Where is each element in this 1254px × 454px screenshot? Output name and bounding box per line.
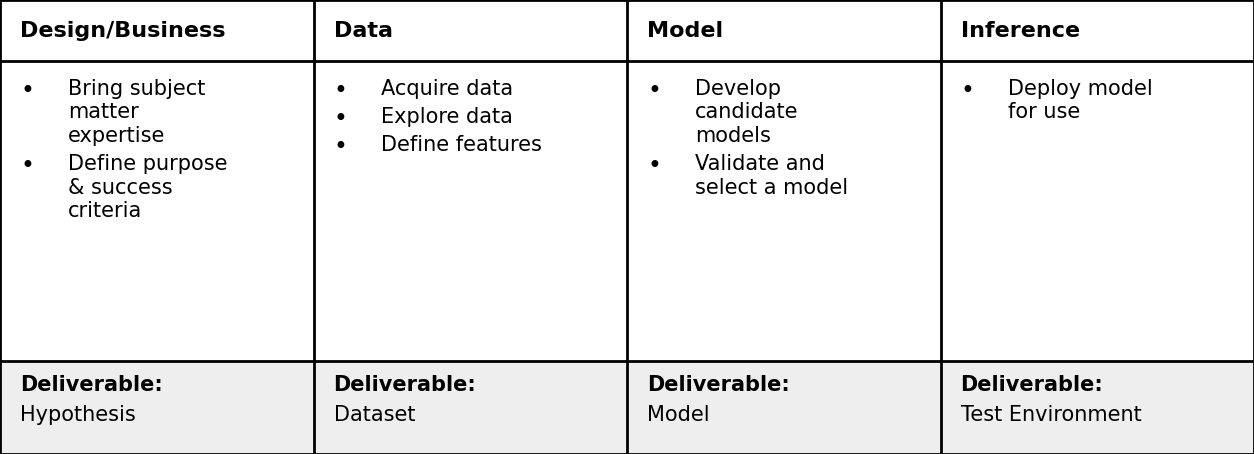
Text: Test Environment: Test Environment — [961, 405, 1141, 425]
Text: Design/Business: Design/Business — [20, 20, 226, 41]
Text: candidate: candidate — [695, 102, 799, 122]
Text: Deliverable:: Deliverable: — [334, 375, 477, 395]
Text: Deliverable:: Deliverable: — [647, 375, 790, 395]
Text: •: • — [20, 154, 34, 178]
Text: •: • — [334, 107, 347, 131]
Text: expertise: expertise — [68, 126, 166, 146]
Text: Bring subject: Bring subject — [68, 79, 206, 99]
Text: Deliverable:: Deliverable: — [20, 375, 163, 395]
Text: Model: Model — [647, 20, 724, 41]
Text: •: • — [334, 135, 347, 159]
Text: for use: for use — [1008, 102, 1081, 122]
Text: •: • — [334, 79, 347, 103]
Text: Inference: Inference — [961, 20, 1080, 41]
Text: •: • — [20, 79, 34, 103]
Text: Deploy model: Deploy model — [1008, 79, 1152, 99]
Text: & success: & success — [68, 178, 172, 197]
Text: Hypothesis: Hypothesis — [20, 405, 135, 425]
Text: Model: Model — [647, 405, 710, 425]
Text: Explore data: Explore data — [381, 107, 513, 127]
Text: Data: Data — [334, 20, 393, 41]
Text: Dataset: Dataset — [334, 405, 415, 425]
Text: criteria: criteria — [68, 201, 142, 221]
Bar — [0, 361, 1254, 454]
Text: matter: matter — [68, 102, 138, 122]
Text: Develop: Develop — [695, 79, 781, 99]
Text: models: models — [695, 126, 771, 146]
Text: select a model: select a model — [695, 178, 848, 197]
Text: Define features: Define features — [381, 135, 542, 155]
Text: •: • — [961, 79, 974, 103]
Text: Acquire data: Acquire data — [381, 79, 513, 99]
Text: Validate and: Validate and — [695, 154, 825, 174]
Text: •: • — [647, 154, 661, 178]
Text: Deliverable:: Deliverable: — [961, 375, 1104, 395]
Text: Define purpose: Define purpose — [68, 154, 227, 174]
Text: •: • — [647, 79, 661, 103]
